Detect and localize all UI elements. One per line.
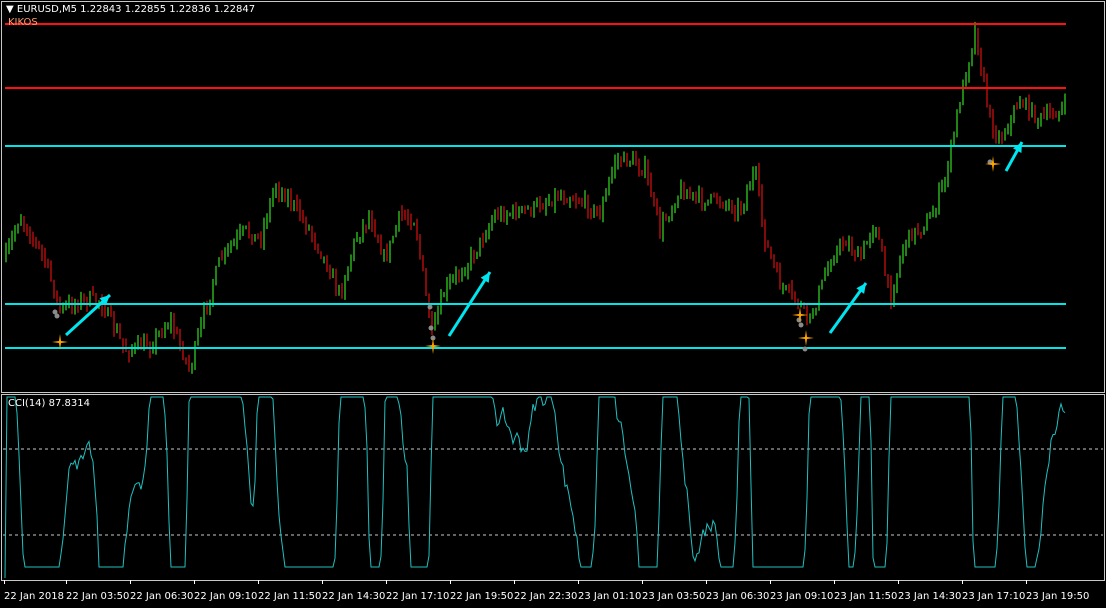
axis-label: 22 Jan 19:50 — [450, 591, 514, 602]
cci-line — [4, 396, 1066, 579]
signal-dot-icon — [52, 309, 58, 315]
axis-label: 23 Jan 14:30 — [898, 591, 962, 602]
axis-label: 23 Jan 17:10 — [962, 591, 1026, 602]
axis-tick — [66, 580, 67, 584]
arrow-up-icon — [828, 282, 868, 334]
axis-tick — [4, 580, 5, 584]
axis-tick — [386, 580, 387, 584]
axis-tick — [194, 580, 195, 584]
axis-label: 22 Jan 22:30 — [514, 591, 578, 602]
signal-star-icon — [425, 338, 441, 354]
axis-label: 23 Jan 03:50 — [642, 591, 706, 602]
axis-tick — [450, 580, 451, 584]
axis-label: 23 Jan 06:30 — [706, 591, 770, 602]
axis-label: 23 Jan 19:50 — [1026, 591, 1090, 602]
signal-dot-icon — [54, 313, 60, 319]
axis-label: 23 Jan 01:10 — [578, 591, 642, 602]
price-panel[interactable] — [1, 1, 1105, 393]
signal-dot-icon — [427, 304, 433, 310]
axis-label: 22 Jan 14:30 — [322, 591, 386, 602]
axis-tick — [770, 580, 771, 584]
axis-tick — [322, 580, 323, 584]
symbol-title[interactable]: ▼ EURUSD,M5 1.22843 1.22855 1.22836 1.22… — [6, 4, 255, 15]
signal-star-icon — [798, 330, 814, 346]
axis-tick — [706, 580, 707, 584]
signal-star-icon — [792, 307, 808, 323]
axis-label: 22 Jan 2018 — [4, 591, 64, 602]
signal-star-icon — [985, 156, 1001, 172]
axis-label: 23 Jan 11:50 — [834, 591, 898, 602]
axis-tick — [1026, 580, 1027, 584]
axis-tick — [578, 580, 579, 584]
axis-tick — [834, 580, 835, 584]
signal-dot-icon — [802, 346, 808, 352]
symbol-quote: EURUSD,M5 1.22843 1.22855 1.22836 1.2284… — [16, 4, 256, 15]
axis-tick — [514, 580, 515, 584]
axis-label: 22 Jan 06:30 — [130, 591, 194, 602]
signal-dot-icon — [798, 322, 804, 328]
axis-label: 22 Jan 17:10 — [386, 591, 450, 602]
axis-label: 22 Jan 11:50 — [258, 591, 322, 602]
axis-tick — [130, 580, 131, 584]
cci-panel[interactable] — [1, 394, 1105, 581]
arrow-head-icon — [99, 295, 110, 306]
axis-tick — [258, 580, 259, 584]
axis-label: 23 Jan 09:10 — [770, 591, 834, 602]
signal-dot-icon — [796, 317, 802, 323]
arrow-head-icon — [1013, 142, 1022, 153]
indicator-label: KIKOS — [8, 17, 38, 28]
arrow-up-icon — [64, 293, 112, 337]
axis-tick — [898, 580, 899, 584]
axis-tick — [642, 580, 643, 584]
cci-label: CCI(14) 87.8314 — [8, 398, 90, 409]
signal-dot-icon — [428, 325, 434, 331]
signal-star-icon — [52, 334, 68, 350]
axis-label: 22 Jan 03:50 — [66, 591, 130, 602]
collapse-triangle-icon[interactable]: ▼ — [6, 4, 17, 15]
axis-tick — [962, 580, 963, 584]
arrow-up-icon — [447, 271, 492, 337]
arrow-head-icon — [856, 283, 866, 294]
arrow-head-icon — [480, 272, 490, 283]
axis-label: 22 Jan 09:10 — [194, 591, 258, 602]
